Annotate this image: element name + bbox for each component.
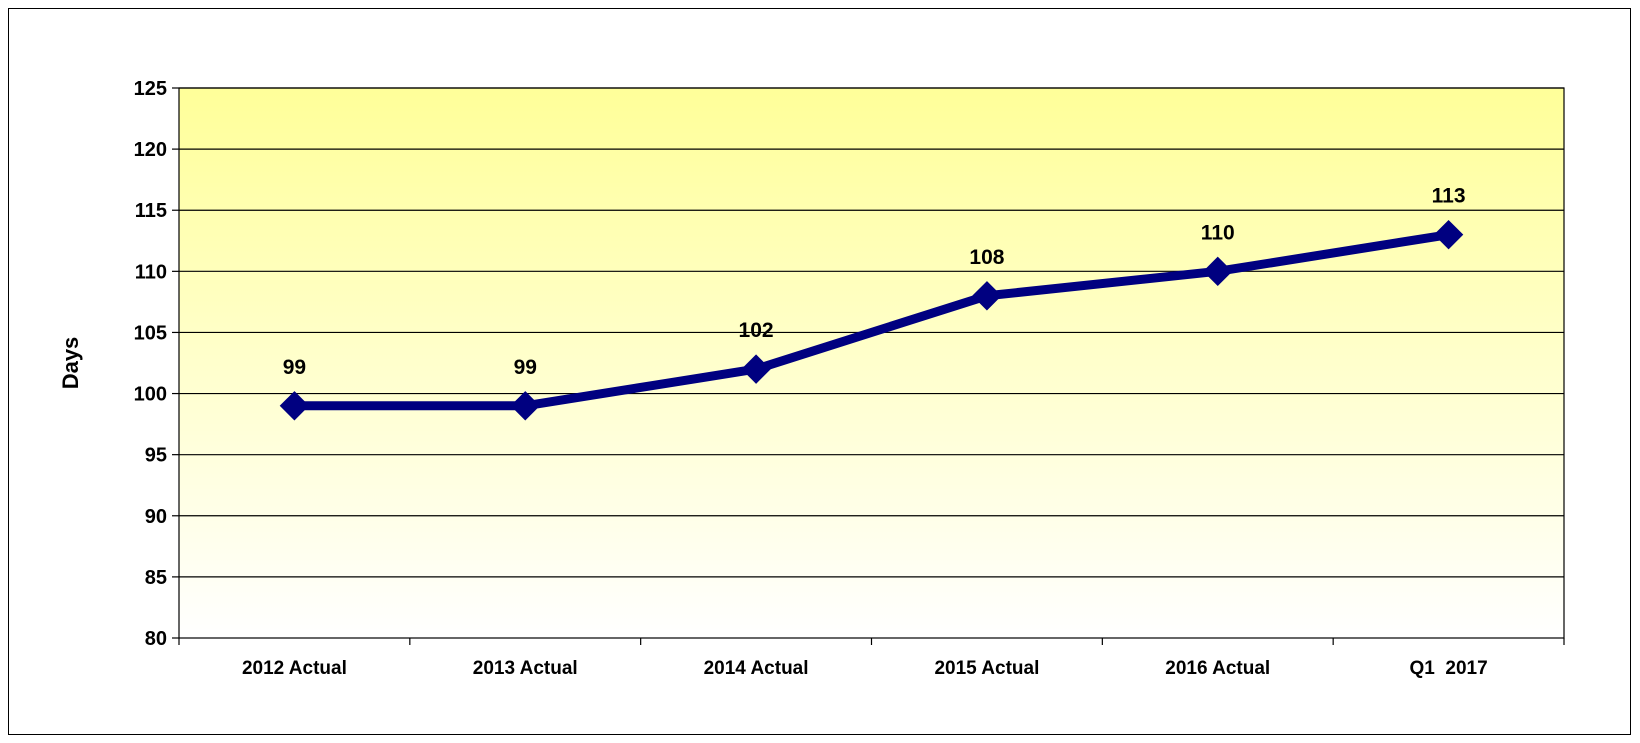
data-label: 110: [1201, 221, 1235, 244]
y-tick-label: 85: [145, 567, 167, 589]
data-point-marker: [972, 281, 1002, 311]
data-label: 108: [969, 246, 1004, 269]
x-tick-label: 2016 Actual: [1165, 658, 1270, 679]
x-tick-label: 2013 Actual: [473, 658, 578, 679]
y-tick-label: 95: [145, 445, 167, 467]
data-labels: 99 99 102 108 110 113: [283, 185, 1466, 379]
data-label: 99: [283, 356, 306, 379]
x-tick-label: 2012 Actual: [242, 658, 347, 679]
y-tick-label: 125: [134, 78, 167, 100]
data-point-marker: [1203, 256, 1233, 287]
y-tick-labels: 80 85 90 95 100 105 110 115 120 125: [134, 78, 167, 650]
data-point-marker: [741, 354, 771, 384]
data-point-marker: [1433, 219, 1464, 250]
y-tick-label: 80: [145, 628, 167, 650]
data-point-marker: [510, 391, 540, 421]
data-label: 99: [514, 356, 537, 379]
axes: [172, 87, 1565, 645]
series-line: [294, 230, 1450, 411]
series-line-path: [294, 230, 1450, 411]
x-tick-label: 2015 Actual: [934, 658, 1039, 679]
y-tick-label: 90: [145, 506, 167, 528]
data-label: 113: [1432, 185, 1466, 208]
data-point-marker: [279, 391, 310, 421]
y-tick-label: 100: [134, 384, 167, 406]
x-tick-label: Q1 2017: [1409, 658, 1487, 679]
series-markers: [279, 219, 1464, 421]
data-label: 102: [739, 319, 774, 342]
y-tick-label: 115: [135, 200, 167, 222]
x-tick-label: 2014 Actual: [704, 658, 809, 679]
y-tick-label: 110: [135, 261, 167, 283]
x-tick-labels: 2012 Actual 2013 Actual 2014 Actual 2015 Ac…: [242, 658, 1488, 679]
y-tick-label: 120: [134, 139, 167, 161]
y-axis-title: Days: [58, 337, 83, 390]
plot-area: [179, 88, 1564, 638]
y-tick-label: 105: [134, 322, 167, 344]
